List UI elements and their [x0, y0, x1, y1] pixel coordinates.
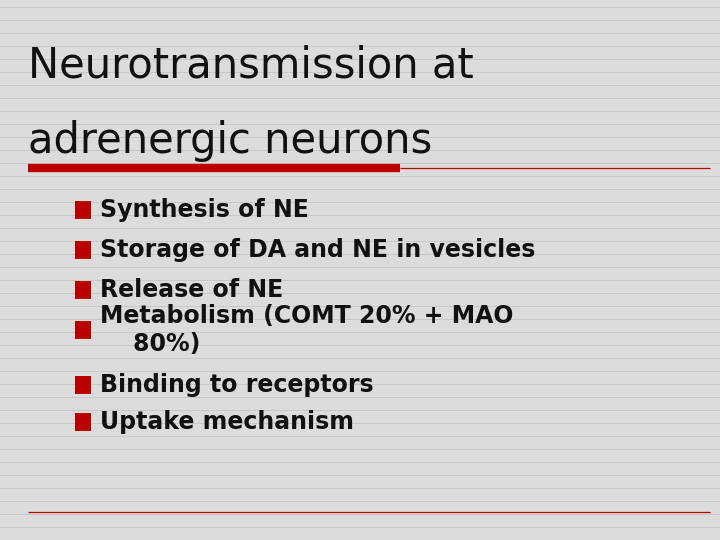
- Text: Release of NE: Release of NE: [100, 278, 283, 302]
- Text: Storage of DA and NE in vesicles: Storage of DA and NE in vesicles: [100, 238, 536, 262]
- Text: Neurotransmission at: Neurotransmission at: [28, 45, 474, 87]
- Text: Synthesis of NE: Synthesis of NE: [100, 198, 309, 222]
- Text: adrenergic neurons: adrenergic neurons: [28, 120, 432, 162]
- Text: Binding to receptors: Binding to receptors: [100, 373, 374, 397]
- Text: Uptake mechanism: Uptake mechanism: [100, 410, 354, 434]
- FancyBboxPatch shape: [75, 201, 91, 219]
- FancyBboxPatch shape: [75, 321, 91, 339]
- Text: Metabolism (COMT 20% + MAO
    80%): Metabolism (COMT 20% + MAO 80%): [100, 304, 513, 356]
- FancyBboxPatch shape: [75, 281, 91, 299]
- FancyBboxPatch shape: [75, 413, 91, 431]
- FancyBboxPatch shape: [75, 376, 91, 394]
- FancyBboxPatch shape: [75, 241, 91, 259]
